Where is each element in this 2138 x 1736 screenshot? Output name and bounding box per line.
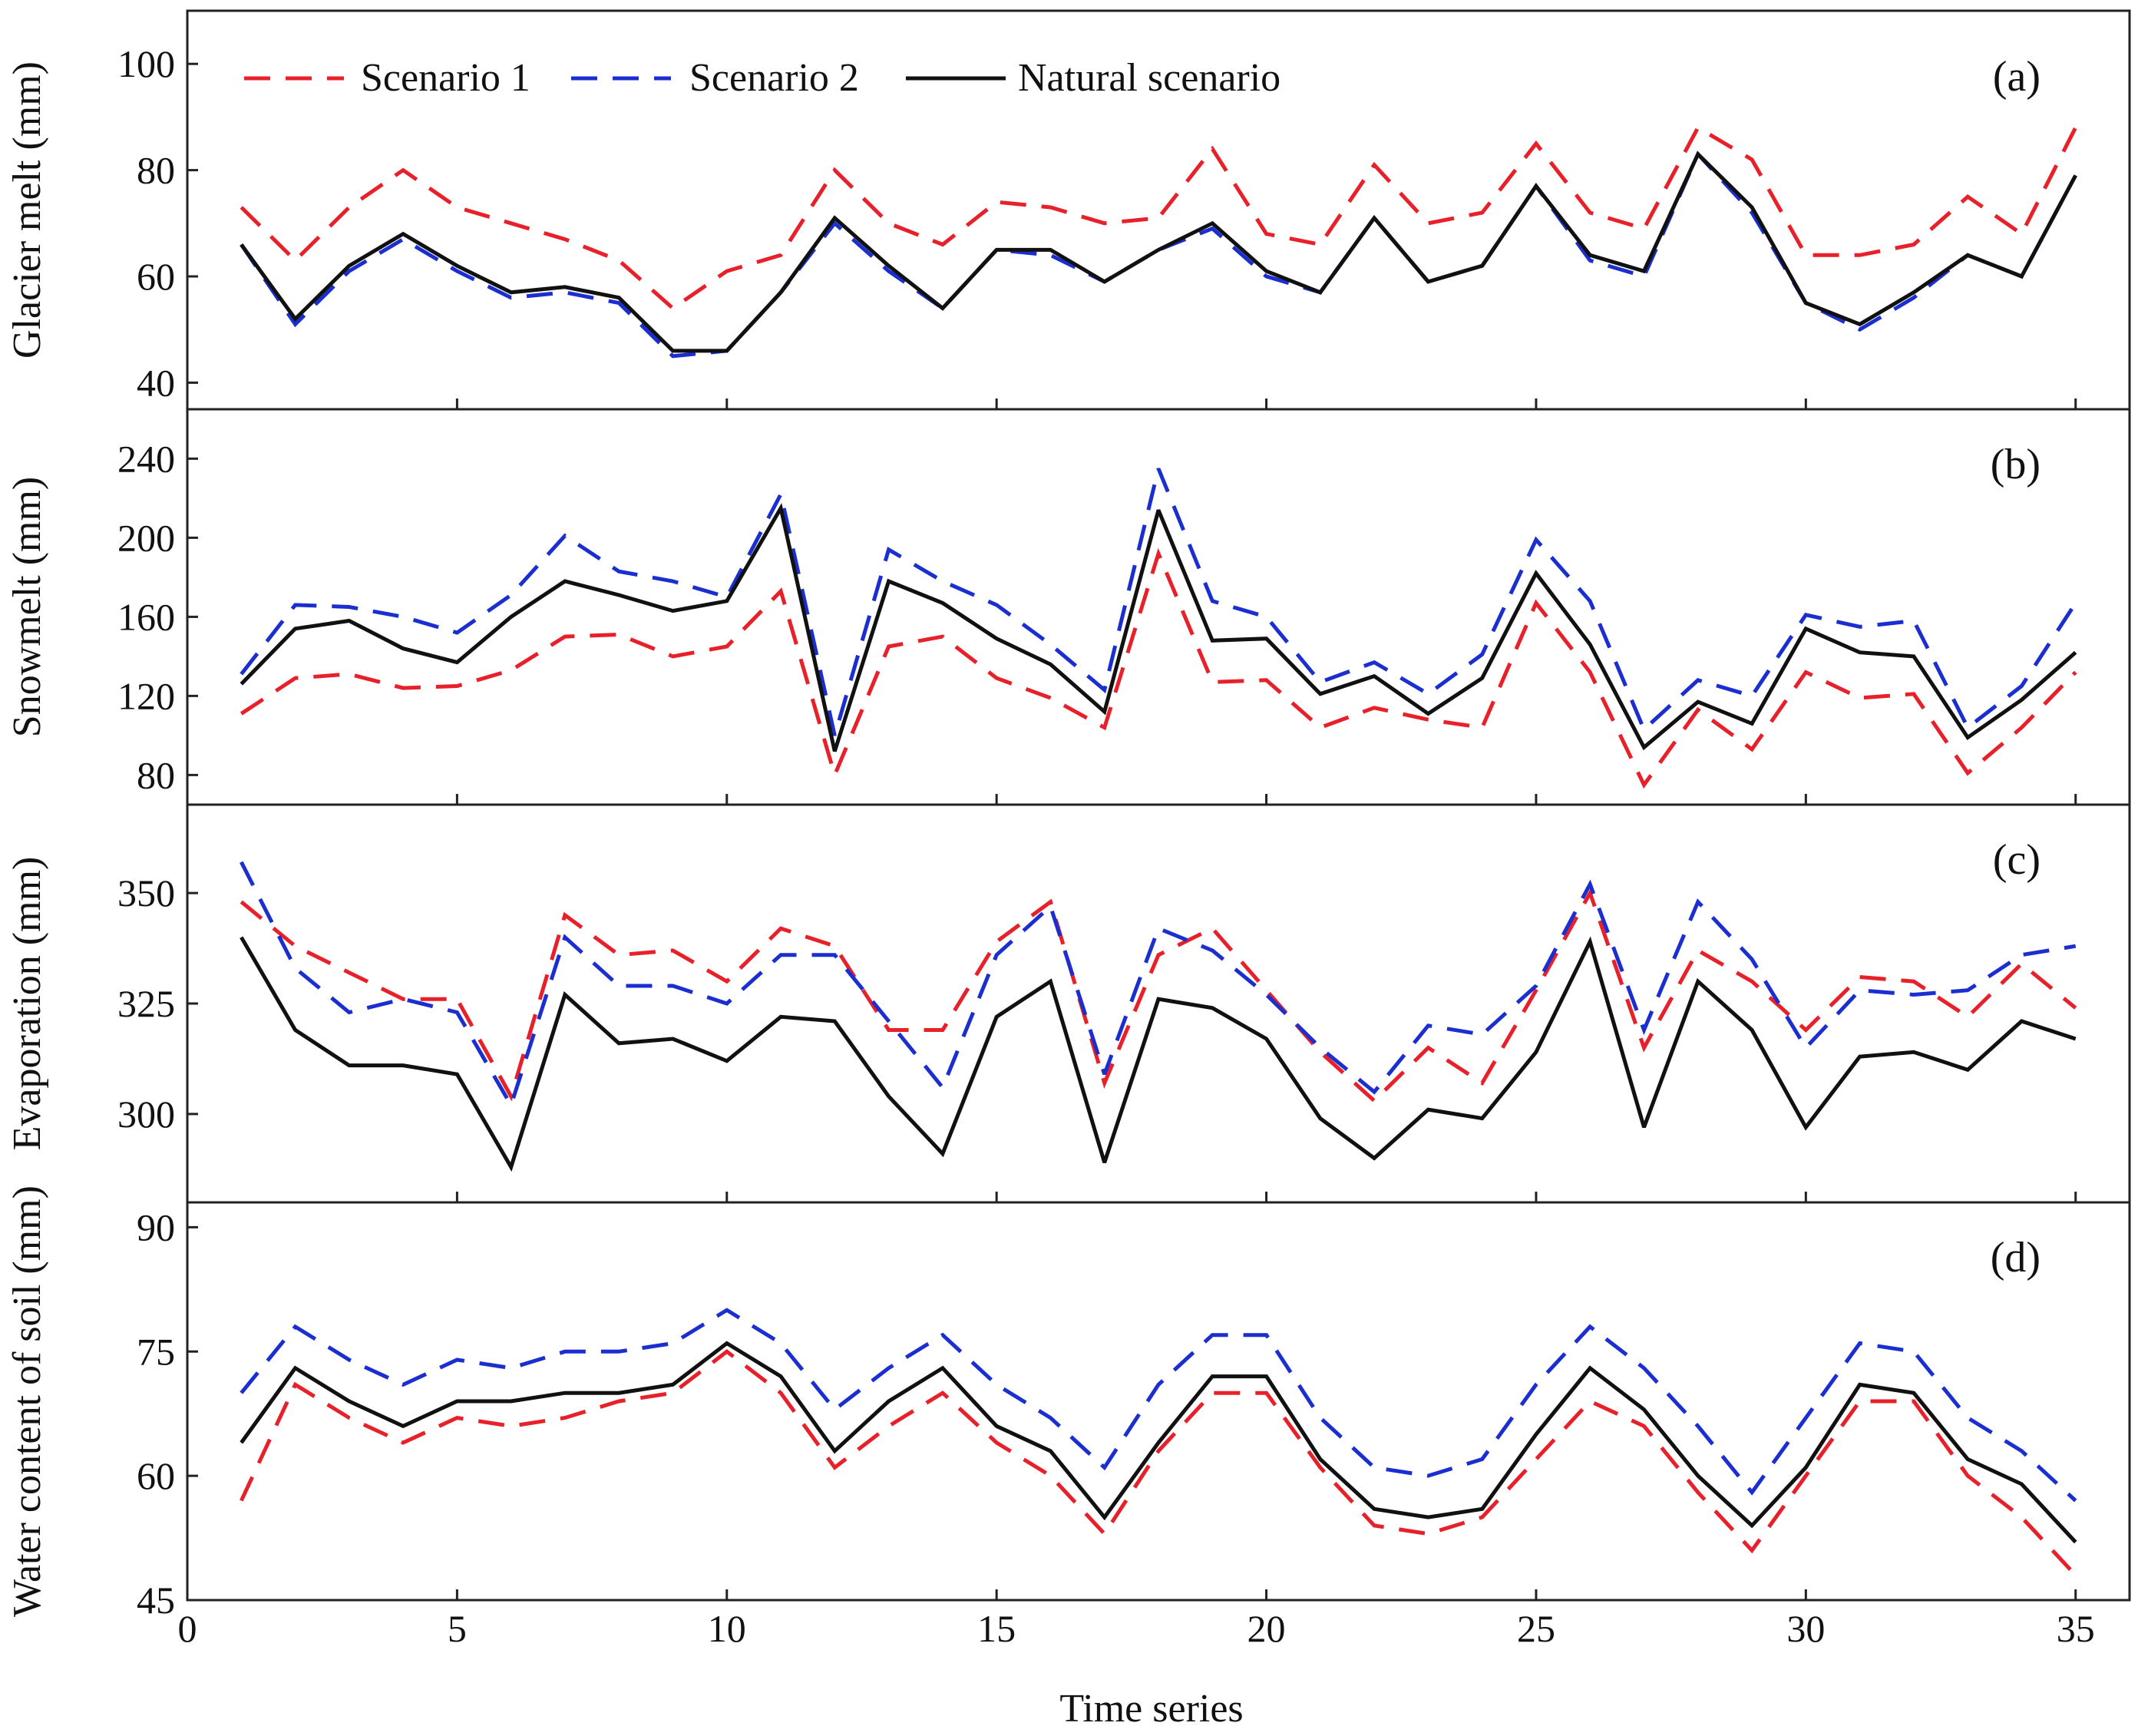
panel-b-series-natural-scenario: [240, 503, 2077, 752]
panel-a-series-natural-scenario: [240, 150, 2077, 353]
x-axis: 0 5 10 15 20 25 30 35: [178, 1607, 2095, 1650]
panel-c-series-scenario-1: [240, 888, 2077, 1104]
panel-d-frame: [186, 1201, 2131, 1602]
panel-c-ytick-label: 325: [117, 982, 175, 1025]
panel-a-ylabel: Glacier melt (mm): [5, 61, 49, 359]
panel-d-tag: (d): [1991, 1234, 2041, 1281]
panel-a-ytick-label: 40: [137, 361, 175, 404]
panel-d-ytick-label: 45: [137, 1579, 175, 1622]
panel-b-tag: (b): [1991, 441, 2041, 488]
panel-d: 45 60 75 90 Water content of soil (mm) (d): [5, 1185, 2131, 1622]
panel-a-ytick-label: 60: [137, 255, 175, 298]
x-tick-label: 5: [448, 1607, 467, 1650]
panel-a-ytick-label: 100: [117, 42, 175, 85]
panel-d-series-natural-scenario: [240, 1341, 2077, 1544]
panel-d-series-scenario-2: [240, 1308, 2077, 1503]
panel-b-series-scenario-1: [240, 547, 2077, 789]
legend: Scenario 1 Scenario 2 Natural scenario: [244, 56, 1280, 100]
panel-a-ytick-label: 80: [137, 149, 175, 192]
panel-d-ytick-label: 60: [137, 1454, 175, 1497]
x-axis-label: Time series: [1059, 1687, 1243, 1731]
panel-b-ytick-label: 240: [117, 437, 175, 480]
legend-label-scenario-2: Scenario 2: [689, 56, 859, 100]
x-tick-label: 25: [1517, 1607, 1555, 1650]
panel-a-series-scenario-2: [240, 150, 2077, 359]
panel-a: 40 60 80 100 Glacier melt (mm) (a): [5, 9, 2131, 411]
x-tick-label: 20: [1247, 1607, 1286, 1650]
panel-b: 80 120 160 200 240 Snowmelt (mm) (b): [5, 408, 2131, 806]
panel-a-series-scenario-1: [240, 124, 2077, 311]
legend-label-scenario-1: Scenario 1: [361, 56, 530, 100]
panel-b-ytick-label: 120: [117, 674, 175, 717]
panel-c-tag: (c): [1993, 836, 2041, 884]
panel-c-series-scenario-2: [240, 861, 2077, 1110]
panel-b-ytick-label: 80: [137, 753, 175, 796]
panel-d-ylabel: Water content of soil (mm): [5, 1185, 49, 1617]
panel-b-ylabel: Snowmelt (mm): [5, 477, 49, 737]
panel-c-ytick-label: 350: [117, 871, 175, 914]
panel-b-ytick-label: 200: [117, 516, 175, 559]
x-tick-label: 15: [977, 1607, 1016, 1650]
x-tick-label: 35: [2057, 1607, 2095, 1650]
panel-c-ytick-label: 300: [117, 1093, 175, 1136]
panel-b-ytick-label: 160: [117, 595, 175, 638]
x-tick-label: 0: [178, 1607, 197, 1650]
panel-d-ytick-label: 90: [137, 1205, 175, 1248]
legend-label-natural-scenario: Natural scenario: [1018, 56, 1280, 100]
panel-b-series-scenario-2: [240, 468, 2077, 736]
panel-c-ylabel: Evaporation (mm): [5, 857, 49, 1151]
panel-d-series-scenario-1: [240, 1349, 2077, 1577]
panel-c: 300 325 350 Evaporation (mm) (c): [5, 803, 2131, 1204]
panel-d-ytick-label: 75: [137, 1330, 175, 1373]
x-tick-label: 30: [1786, 1607, 1825, 1650]
panel-a-tag: (a): [1993, 53, 2041, 101]
x-tick-label: 10: [708, 1607, 746, 1650]
panel-c-series-natural-scenario: [240, 936, 2077, 1172]
